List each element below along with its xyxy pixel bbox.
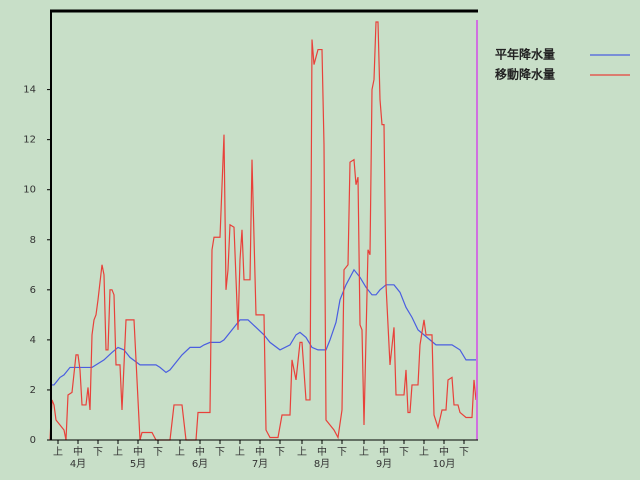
x-tick-label: 中 [317,445,327,458]
x-tick-label: 中 [195,445,205,458]
x-tick-label: 上 [297,446,307,458]
x-tick-label: 上 [235,446,245,458]
month-label: 10月 [433,458,456,470]
month-label: 7月 [252,458,268,470]
x-tick-label: 上 [359,446,369,458]
month-label: 9月 [376,458,392,470]
series-line [49,21,477,441]
legend-label: 移動降水量 [495,67,555,82]
x-tick-label: 下 [337,447,347,458]
y-tick-label: 8 [30,235,36,246]
x-tick-label: 下 [153,447,163,458]
x-tick-label: 中 [73,445,83,458]
legend-label: 平年降水量 [495,47,555,62]
y-tick-label: 4 [30,335,36,346]
x-tick-label: 下 [459,447,469,458]
month-label: 8月 [314,458,330,470]
month-label: 4月 [70,458,86,470]
x-tick-label: 下 [215,447,225,458]
x-tick-label: 中 [439,445,449,458]
month-label: 5月 [130,458,146,470]
month-label: 6月 [192,458,208,470]
plot-area [49,21,478,441]
y-tick-label: 0 [30,435,36,446]
y-tick-label: 2 [30,385,36,396]
x-tick-label: 下 [275,447,285,458]
x-tick-label: 上 [175,446,185,458]
x-tick-label: 上 [419,446,429,458]
y-tick-label: 10 [23,185,36,196]
y-tick-label: 14 [23,85,36,96]
x-tick-label: 中 [255,445,265,458]
y-tick-label: 12 [23,135,36,146]
x-tick-label: 下 [399,447,409,458]
x-tick-label: 上 [53,446,63,458]
x-tick-label: 下 [93,447,103,458]
y-tick-label: 6 [30,285,36,296]
x-tick-label: 上 [113,446,123,458]
x-tick-label: 中 [379,445,389,458]
x-tick-label: 中 [133,445,143,458]
